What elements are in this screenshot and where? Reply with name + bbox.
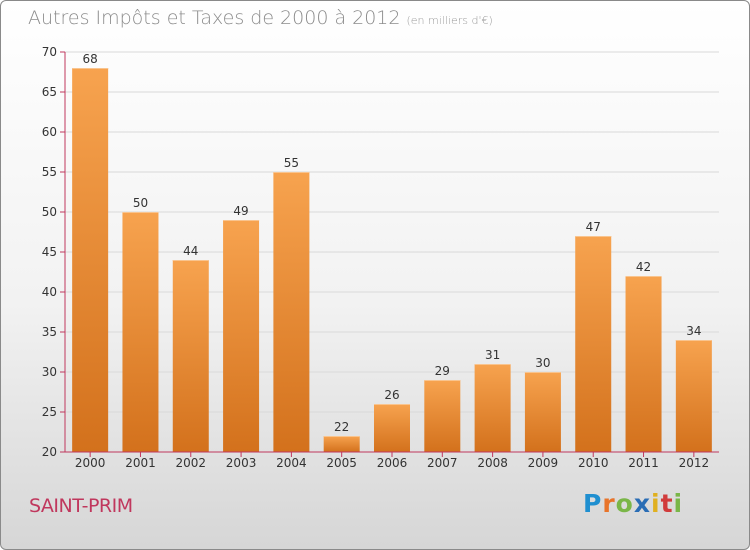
bar-value-label: 44	[183, 244, 198, 258]
logo-letter: x	[633, 489, 651, 518]
bar-value-label: 68	[83, 52, 98, 66]
x-tick-label: 2001	[125, 456, 156, 470]
bars	[72, 68, 712, 452]
y-tick-label: 55	[42, 165, 57, 179]
x-tick-label: 2008	[477, 456, 508, 470]
axes	[60, 51, 719, 457]
bar-value-label: 26	[384, 388, 399, 402]
y-tick-label: 40	[42, 285, 57, 299]
bar-value-label: 42	[636, 260, 651, 274]
bar-value-label: 55	[284, 156, 299, 170]
y-tick-label: 70	[42, 45, 57, 59]
bar-value-label: 49	[233, 204, 248, 218]
bar	[474, 364, 511, 452]
bar-value-label: 30	[535, 356, 550, 370]
x-tick-label: 2009	[528, 456, 559, 470]
x-tick-label: 2000	[75, 456, 106, 470]
bar-value-label: 29	[435, 364, 450, 378]
y-tick-label: 20	[42, 445, 57, 459]
y-tick-label: 45	[42, 245, 57, 259]
bar-chart: 20 25 30 35 40 45 50 55 60 65 70 68 2000 50 2001 44 2002…	[42, 45, 719, 470]
bar	[374, 404, 410, 452]
bar	[524, 372, 561, 452]
y-tick-label: 30	[42, 365, 57, 379]
y-tick-label: 25	[42, 405, 57, 419]
bar	[675, 340, 712, 452]
bar	[323, 436, 360, 452]
x-tick-label: 2003	[226, 456, 257, 470]
x-tick-label: 2012	[679, 456, 710, 470]
y-tick-label: 50	[42, 205, 57, 219]
logo-letter: P	[583, 489, 603, 518]
bar	[273, 172, 310, 452]
y-tick-label: 65	[42, 85, 57, 99]
x-tick-label: 2004	[276, 456, 307, 470]
bar	[424, 380, 461, 452]
bar	[172, 260, 209, 452]
logo-letter: o	[615, 489, 634, 518]
unit-note: (en milliers d'€)	[406, 14, 493, 27]
bar	[625, 276, 662, 452]
proxiti-logo[interactable]: Proxiti	[583, 489, 683, 518]
x-tick-label: 2011	[628, 456, 659, 470]
logo-letter: t	[660, 489, 674, 518]
title-text: Autres Impôts et Taxes de 2000 à 2012	[28, 7, 401, 29]
bar	[575, 236, 612, 452]
x-tick-label: 2007	[427, 456, 458, 470]
logo-letter: i	[673, 489, 684, 518]
bar-value-label: 31	[485, 348, 500, 362]
bar	[122, 212, 159, 452]
bar	[72, 68, 109, 452]
bar-value-label: 22	[334, 420, 349, 434]
chart-title: Autres Impôts et Taxes de 2000 à 2012 (en…	[28, 7, 493, 29]
y-tick-label: 35	[42, 325, 57, 339]
x-tick-label: 2002	[175, 456, 206, 470]
logo-letter: i	[651, 489, 661, 518]
bar-value-label: 34	[686, 324, 701, 338]
bar-value-label: 50	[133, 196, 148, 210]
gridlines	[65, 51, 719, 413]
logo-letter: r	[602, 489, 616, 518]
y-tick-label: 60	[42, 125, 57, 139]
x-tick-label: 2005	[326, 456, 357, 470]
x-tick-label: 2006	[377, 456, 408, 470]
bar	[223, 220, 260, 452]
x-tick-label: 2010	[578, 456, 609, 470]
city-name: SAINT-PRIM	[29, 495, 133, 517]
bar-value-label: 47	[586, 220, 601, 234]
labels: 20 25 30 35 40 45 50 55 60 65 70 68 2000 50 2001 44 2002…	[42, 45, 709, 470]
